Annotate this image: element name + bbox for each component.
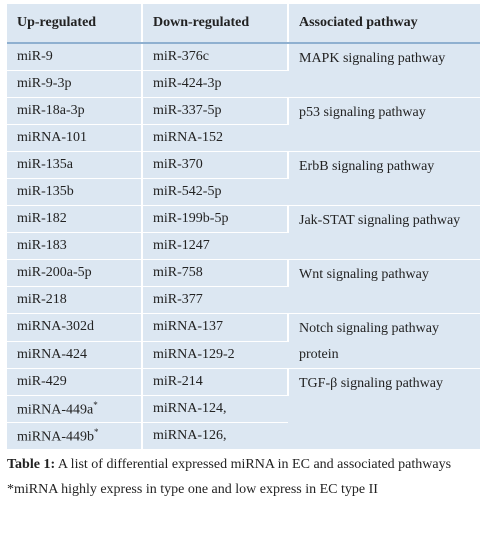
table-row: miRNA-449b* miRNA-126, [7, 422, 480, 450]
table-cell: miR-370 [142, 151, 289, 179]
table-cell: miR-200a-5p [7, 259, 143, 287]
table-cell: miR-183 [7, 232, 143, 260]
table-cell: miR-542-5p [142, 178, 288, 206]
cell-sup: * [93, 399, 98, 410]
table-cell: miR-758 [142, 259, 289, 287]
table-cell: miRNA-449a* [7, 395, 143, 423]
table-row: miR-9-3p miR-424-3p [7, 70, 480, 98]
pathway-cell: Wnt signaling pathway [288, 259, 480, 314]
table-cell: miR-9-3p [7, 70, 143, 98]
pathway-cell: p53 signaling pathway [288, 97, 480, 152]
table-cell: miR-214 [142, 368, 289, 396]
table: Up-regulated Down-regulated Associated pat… [7, 4, 480, 450]
table-row: miRNA-424 miRNA-129-2 [7, 340, 480, 369]
table-cell: miRNA-152 [142, 124, 288, 152]
table-row: miRNA-101 miRNA-152 [7, 124, 480, 152]
table-cell: miRNA-124, [142, 395, 288, 423]
footnote: *miRNA highly express in type one and lo… [7, 482, 378, 497]
table-cell: miR-424-3p [142, 70, 288, 98]
caption-text: A list of differential expressed miRNA i… [57, 457, 452, 472]
cell-text: miRNA-449b [17, 429, 94, 445]
table-row: miR-218 miR-377 [7, 286, 480, 314]
table-cell: miRNA-449b* [7, 422, 143, 450]
table-cell: miR-199b-5p [142, 205, 289, 233]
table-row: miR-183 miR-1247 [7, 232, 480, 260]
table-cell: miRNA-101 [7, 124, 143, 152]
table-cell: miRNA-129-2 [142, 340, 288, 369]
table-row: miR-429 miR-214 TGF-β signaling pathway [7, 368, 480, 450]
table-cell: miR-18a-3p [7, 97, 143, 125]
table-cell: miR-376c [142, 42, 289, 71]
cell-text: miRNA-449a [17, 402, 94, 418]
pathway-cell: TGF-β signaling pathway [288, 368, 480, 450]
cell-sup: * [94, 426, 99, 437]
table-cell: miR-218 [7, 286, 143, 314]
header-row: Up-regulated Down-regulated Associated pat… [7, 4, 480, 44]
table-cell: miR-1247 [142, 232, 288, 260]
table-cell: miR-135a [7, 151, 143, 179]
pathway-cell: Notch signaling pathway protein [288, 313, 480, 369]
table-cell: miR-182 [7, 205, 143, 233]
table-row: miR-200a-5p miR-758 Wnt signaling pathway [7, 259, 480, 314]
table-row: miRNA-302d miRNA-137 Notch signaling pathw… [7, 313, 480, 369]
table-row: miR-18a-3p miR-337-5p p53 signaling pathwa… [7, 97, 480, 152]
table-row: miR-182 miR-199b-5p Jak-STAT signaling pat… [7, 205, 480, 260]
table-cell: miR-429 [7, 368, 143, 396]
caption-label: Table 1: [7, 457, 56, 472]
table-cell: miRNA-302d [7, 313, 143, 342]
header-cell: Down-regulated [142, 4, 289, 44]
table-row: miR-9 miR-376c MAPK signaling pathway [7, 42, 480, 98]
table-row: miR-135a miR-370 ErbB signaling pathway [7, 151, 480, 206]
document: Up-regulated Down-regulated Associated pat… [7, 4, 480, 499]
table-cell: miRNA-126, [142, 422, 288, 450]
table-cell: miR-377 [142, 286, 288, 314]
table-cell: miR-9 [7, 42, 143, 71]
table-cell: miR-135b [7, 178, 143, 206]
pathway-cell: Jak-STAT signaling pathway [288, 205, 480, 260]
header-cell: Associated pathway [288, 4, 480, 44]
caption: Table 1: A list of differential expresse… [7, 455, 480, 474]
table-cell: miRNA-424 [7, 340, 143, 369]
pathway-cell: MAPK signaling pathway [288, 42, 480, 98]
header-cell: Up-regulated [7, 4, 143, 44]
table-cell: miRNA-137 [142, 313, 289, 342]
table-cell: miR-337-5p [142, 97, 289, 125]
pathway-cell: ErbB signaling pathway [288, 151, 480, 206]
